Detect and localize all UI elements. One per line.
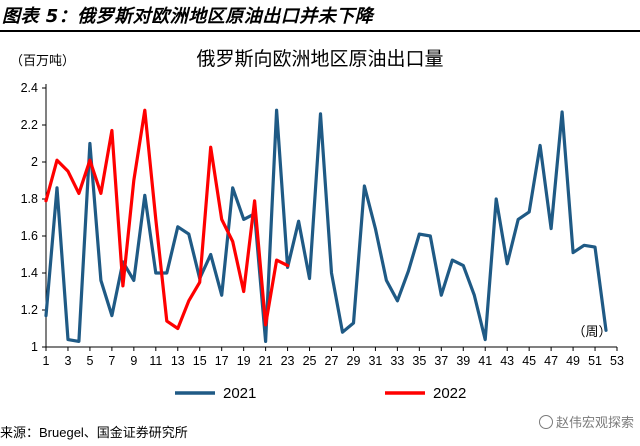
figure-header: 图表 5：俄罗斯对欧洲地区原油出口并未下降 [0, 0, 640, 30]
x-tick-label: 9 [130, 354, 137, 368]
x-tick-label: 51 [588, 354, 602, 368]
series-line-2022 [44, 108, 290, 331]
x-tick-label: 53 [610, 354, 624, 368]
x-tick-label: 23 [281, 354, 295, 368]
y-tick-label: 1.2 [21, 303, 38, 317]
chart-title: 俄罗斯向欧洲地区原油出口量 [196, 48, 444, 70]
x-tick-label: 41 [478, 354, 492, 368]
y-tick-label: 2.4 [21, 81, 38, 95]
x-tick-label: 13 [171, 354, 185, 368]
x-tick-label: 1 [43, 354, 50, 368]
x-axis-unit-label: （周） [572, 325, 611, 340]
x-tick-label: 21 [259, 354, 273, 368]
x-tick-label: 27 [325, 354, 339, 368]
title-divider [0, 30, 640, 32]
wechat-icon [538, 415, 553, 429]
y-tick-label: 1.8 [21, 192, 38, 206]
x-tick-label: 49 [566, 354, 580, 368]
figure-title: 图表 5：俄罗斯对欧洲地区原油出口并未下降 [2, 6, 374, 27]
x-tick-label: 3 [64, 354, 71, 368]
x-tick-label: 11 [149, 354, 162, 368]
y-tick-label: 1 [31, 340, 38, 354]
x-tick-label: 37 [434, 354, 448, 368]
y-tick-label: 1.6 [21, 229, 38, 243]
y-tick-label: 1.4 [21, 266, 38, 280]
y-axis-unit-label: （百万吨） [10, 54, 76, 69]
watermark: 赵伟宏观探索 [538, 412, 634, 431]
x-tick-label: 17 [215, 354, 229, 368]
x-tick-label: 33 [390, 354, 404, 368]
x-tick-label: 45 [522, 354, 536, 368]
legend-label-2021: 2021 [223, 385, 256, 402]
x-tick-label: 35 [412, 354, 426, 368]
watermark-text: 赵伟宏观探索 [555, 416, 634, 431]
legend-label-2022: 2022 [433, 385, 466, 402]
x-tick-label: 15 [193, 354, 207, 368]
x-tick-label: 5 [86, 354, 93, 368]
y-tick-label: 2.2 [21, 118, 38, 132]
source-note: 来源：Bruegel、国金证券研究所 [0, 425, 188, 440]
x-tick-label: 47 [544, 354, 558, 368]
series-line-2021 [44, 108, 608, 343]
x-tick-label: 29 [347, 354, 361, 368]
x-tick-label: 7 [108, 354, 115, 368]
x-tick-label: 43 [500, 354, 514, 368]
x-tick-label: 19 [237, 354, 251, 368]
y-tick-label: 2 [31, 155, 38, 169]
line-chart: 11.21.41.61.822.22.41 3 5 7 9 11 13 15 17 19 21 23 2… [21, 81, 624, 402]
x-tick-label: 39 [456, 354, 470, 368]
x-tick-label: 25 [303, 354, 317, 368]
x-tick-label: 31 [368, 354, 382, 368]
